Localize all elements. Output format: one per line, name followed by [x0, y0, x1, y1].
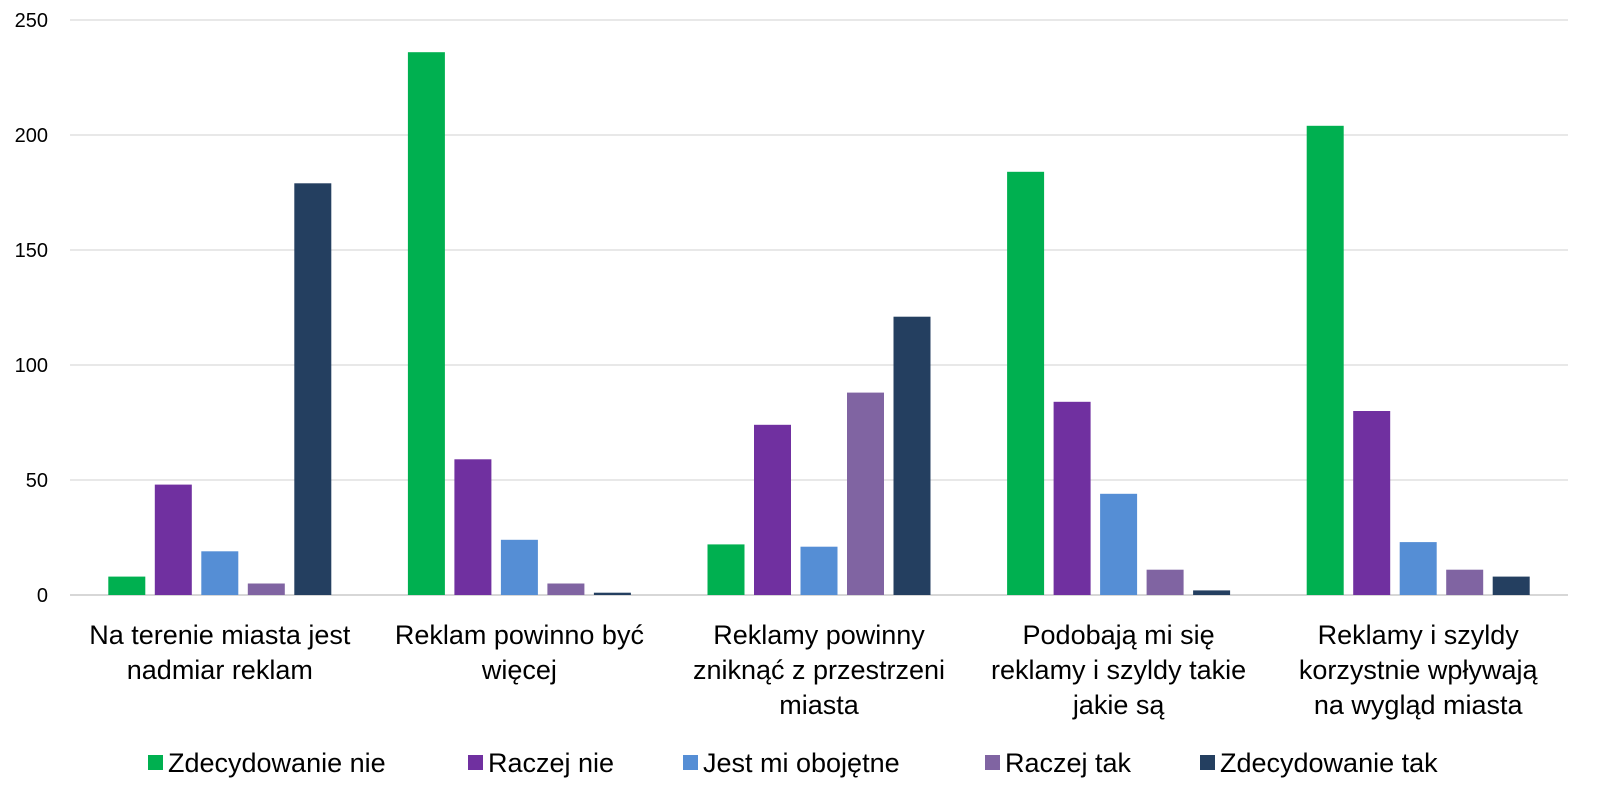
x-tick-label-line: reklamy i szyldy takie — [991, 655, 1246, 685]
bar — [1146, 569, 1184, 595]
x-tick-label-line: zniknąć z przestrzeni — [693, 655, 945, 685]
bar — [1053, 401, 1091, 595]
bar — [247, 583, 285, 595]
bar — [154, 484, 192, 595]
x-tick-label-line: miasta — [779, 690, 860, 720]
y-tick-label: 100 — [15, 355, 48, 377]
bar — [1399, 542, 1437, 595]
x-tick-label-line: Podobają mi się — [1023, 620, 1215, 650]
y-axis-ticks: 0 50 100 150 200 250 — [15, 10, 48, 607]
legend-label: Zdecydowanie nie — [168, 748, 386, 778]
x-tick-label-line: nadmiar reklam — [127, 655, 313, 685]
bar — [800, 546, 838, 595]
bar — [500, 539, 538, 595]
legend-swatch — [148, 755, 163, 770]
bar — [201, 551, 239, 595]
x-tick-label-line: Na terenie miasta jest — [89, 620, 351, 650]
y-tick-label: 250 — [15, 10, 48, 32]
x-tick-label: Reklamy i szyldy korzystnie wpływają na wy… — [1299, 620, 1539, 720]
bar — [593, 592, 631, 595]
x-tick-label-line: Reklam powinno być — [395, 620, 644, 650]
bar — [407, 52, 445, 595]
bar — [847, 392, 884, 595]
bar — [754, 424, 791, 595]
y-tick-label: 50 — [26, 470, 48, 492]
bar — [1007, 171, 1045, 596]
bar — [893, 316, 931, 595]
legend-swatch — [1200, 755, 1215, 770]
x-tick-label-line: jakie są — [1072, 690, 1166, 720]
x-tick-label: Reklam powinno być więcej — [395, 620, 644, 685]
legend-swatch — [683, 755, 698, 770]
bar — [707, 544, 745, 595]
bar — [547, 583, 585, 595]
legend-label: Raczej tak — [1005, 748, 1132, 778]
legend-label: Raczej nie — [488, 748, 614, 778]
x-tick-label-line: Reklamy i szyldy — [1318, 620, 1520, 650]
bar — [1193, 590, 1231, 595]
bars — [108, 52, 1530, 596]
legend-item: Zdecydowanie nie — [148, 748, 386, 778]
y-tick-label: 0 — [37, 585, 48, 607]
bar — [1306, 125, 1344, 596]
legend-label: Jest mi obojętne — [703, 748, 900, 778]
x-tick-label-line: na wygląd miasta — [1314, 690, 1524, 720]
x-tick-label-line: korzystnie wpływają — [1299, 655, 1539, 685]
x-tick-label: Podobają mi się reklamy i szyldy takie jak… — [991, 620, 1246, 720]
legend-swatch — [468, 755, 483, 770]
y-tick-label: 150 — [15, 240, 48, 262]
bar — [294, 183, 332, 596]
x-tick-label-line: Reklamy powinny — [713, 620, 925, 650]
legend-item: Jest mi obojętne — [683, 748, 900, 778]
x-tick-label: Na terenie miasta jest nadmiar reklam — [89, 620, 351, 685]
bar — [1492, 576, 1530, 595]
x-axis-labels: Na terenie miasta jest nadmiar reklam Rekl… — [89, 620, 1538, 720]
legend-swatch — [985, 755, 1000, 770]
legend: Zdecydowanie nie Raczej nie Jest mi obojęt… — [148, 748, 1438, 778]
legend-item: Zdecydowanie tak — [1200, 748, 1438, 778]
x-tick-label-line: więcej — [481, 655, 557, 685]
legend-item: Raczej tak — [985, 748, 1132, 778]
bar — [1100, 493, 1138, 595]
bar — [454, 459, 492, 595]
bar — [108, 576, 146, 595]
legend-item: Raczej nie — [468, 748, 614, 778]
bar — [1446, 569, 1484, 595]
x-tick-label: Reklamy powinny zniknąć z przestrzeni mias… — [693, 620, 945, 720]
y-tick-label: 200 — [15, 125, 48, 147]
legend-label: Zdecydowanie tak — [1220, 748, 1438, 778]
bar — [1353, 411, 1391, 595]
